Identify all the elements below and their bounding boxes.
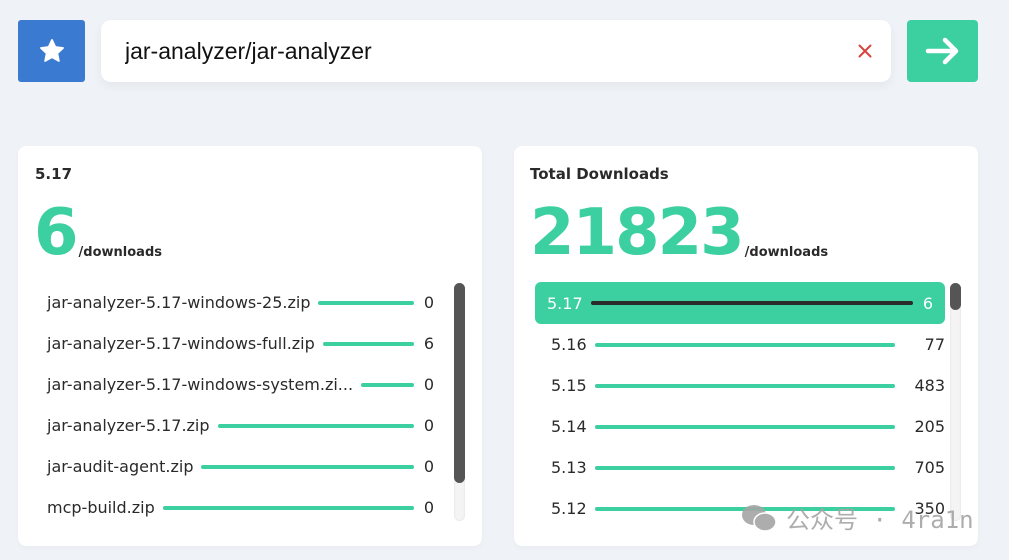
file-downloads: 0 [423, 416, 434, 435]
version-list: 5.17 6 5.16 77 5.15 483 5.14 205 5.13 70… [535, 282, 945, 529]
version-row-selected[interactable]: 5.17 6 [535, 282, 945, 324]
release-count-value: 6 [34, 196, 79, 270]
total-downloads-title: Total Downloads [530, 165, 669, 183]
watermark-text: 公众号 · 4ra1n [786, 506, 974, 534]
version-label: 5.12 [551, 499, 587, 518]
watermark: 公众号 · 4ra1n [740, 500, 974, 535]
version-label: 5.14 [551, 417, 587, 436]
release-count-unit: /downloads [78, 245, 162, 260]
file-downloads: 0 [423, 293, 434, 312]
file-downloads: 0 [423, 457, 434, 476]
version-label: 5.15 [551, 376, 587, 395]
version-list-scrollbar[interactable] [950, 283, 961, 521]
version-downloads: 350 [914, 499, 945, 518]
file-row[interactable]: jar-analyzer-5.17.zip 0 [34, 405, 446, 446]
file-row[interactable]: mcp-build.zip 0 [34, 487, 446, 528]
version-downloads: 705 [914, 458, 945, 477]
file-name: jar-audit-agent.zip [47, 457, 194, 476]
version-downloads: 77 [924, 335, 945, 354]
version-bar [590, 301, 913, 305]
release-version-title: 5.17 [35, 165, 73, 183]
file-bar [162, 505, 414, 510]
file-row[interactable]: jar-analyzer-5.17-windows-25.zip 0 [34, 282, 446, 323]
wechat-icon [742, 504, 777, 532]
version-row[interactable]: 5.16 77 [535, 324, 945, 365]
clear-search-button[interactable] [853, 39, 877, 63]
file-downloads: 6 [423, 334, 434, 353]
total-downloads-card: Total Downloads 21823 /downloads 5.17 6 … [514, 146, 978, 546]
file-name: jar-analyzer-5.17-windows-25.zip [47, 293, 311, 312]
repo-search-input[interactable] [101, 20, 821, 82]
version-label: 5.16 [551, 335, 587, 354]
version-bar [594, 424, 895, 429]
version-row[interactable]: 5.13 705 [535, 447, 945, 488]
version-label: 5.17 [547, 293, 583, 313]
version-downloads: 205 [914, 417, 945, 436]
file-name: jar-analyzer-5.17-windows-system.zi... [47, 375, 354, 394]
version-bar [594, 465, 895, 470]
version-row[interactable]: 5.14 205 [535, 406, 945, 447]
file-name: jar-analyzer-5.17.zip [47, 416, 210, 435]
file-bar [201, 464, 414, 469]
arrow-right-icon [925, 37, 958, 65]
version-downloads: 6 [922, 293, 933, 313]
file-bar [322, 341, 414, 346]
file-downloads: 0 [423, 498, 434, 517]
search-box [101, 20, 891, 82]
file-row[interactable]: jar-analyzer-5.17-windows-system.zi... 0 [34, 364, 446, 405]
file-bar [318, 300, 414, 305]
file-downloads: 0 [423, 375, 434, 394]
file-row[interactable]: jar-analyzer-5.17-windows-full.zip 6 [34, 323, 446, 364]
release-download-count: 6 /downloads [34, 200, 162, 266]
release-file-list: jar-analyzer-5.17-windows-25.zip 0 jar-a… [34, 282, 446, 528]
submit-search-button[interactable] [907, 20, 978, 82]
version-list-scroll-thumb[interactable] [950, 283, 961, 310]
version-bar [594, 342, 895, 347]
favorite-button[interactable] [18, 20, 85, 82]
version-row[interactable]: 5.15 483 [535, 365, 945, 406]
file-bar [361, 382, 414, 387]
file-list-scrollbar[interactable] [454, 283, 465, 521]
total-download-count: 21823 /downloads [530, 200, 828, 266]
close-icon [858, 44, 872, 58]
file-row[interactable]: jar-audit-agent.zip 0 [34, 446, 446, 487]
version-bar [594, 383, 895, 388]
star-icon [39, 39, 64, 62]
total-count-unit: /downloads [744, 245, 829, 260]
file-name: jar-analyzer-5.17-windows-full.zip [47, 334, 315, 353]
version-downloads: 483 [914, 376, 945, 395]
file-bar [217, 423, 414, 428]
version-label: 5.13 [551, 458, 587, 477]
release-downloads-card: 5.17 6 /downloads jar-analyzer-5.17-wind… [18, 146, 482, 546]
file-list-scroll-thumb[interactable] [454, 283, 465, 483]
total-count-value: 21823 [530, 196, 745, 270]
file-name: mcp-build.zip [47, 498, 155, 517]
